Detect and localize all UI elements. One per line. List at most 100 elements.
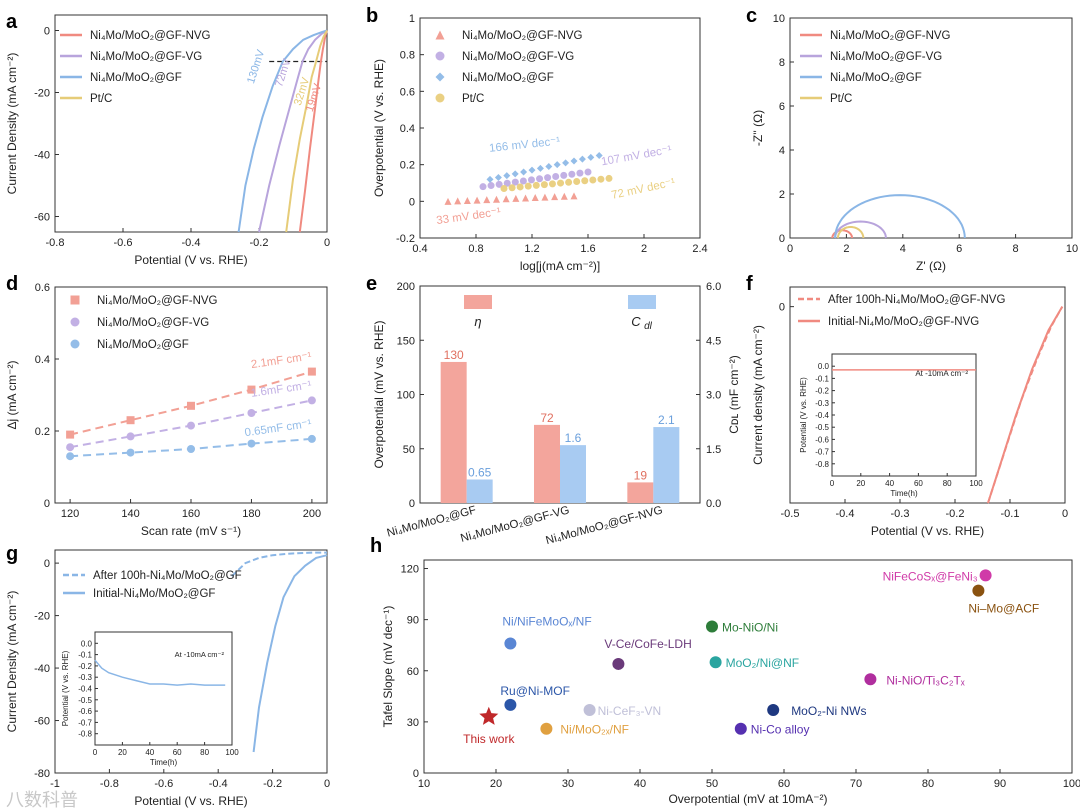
data-point: [581, 177, 589, 185]
data-point: [503, 179, 511, 187]
inset-frame: [831, 353, 977, 477]
x-tick-label: 2: [843, 243, 849, 255]
x-tick-label: 4: [900, 243, 906, 255]
data-point: [540, 722, 553, 735]
data-point: [589, 176, 597, 184]
x-tick-label: -0.2: [263, 778, 282, 790]
point-label: Mo-NiO/Ni: [722, 620, 778, 634]
data-label: 107 mV dec⁻¹: [600, 144, 672, 168]
data-point: [595, 152, 603, 159]
y-tick-label: 150: [397, 335, 415, 347]
data-point: [500, 185, 508, 192]
point-label: V-Ce/CoFe-LDH: [604, 637, 691, 651]
x-tick-label: 50: [706, 778, 718, 790]
inset-annotation: At -10mA cm⁻²: [915, 369, 968, 378]
data-point: [483, 196, 491, 204]
inset-frame: [94, 631, 233, 746]
data-point: [486, 175, 494, 183]
y-tick-label: -0.4: [815, 411, 829, 420]
data-label: 0.65mF cm⁻¹: [244, 418, 313, 439]
data-point: [612, 657, 625, 670]
series-line: [834, 194, 966, 239]
y-tick-label: -20: [34, 611, 50, 623]
y-tick-label: 0: [44, 498, 50, 510]
legend-marker: [435, 93, 445, 103]
x-axis-label: Scan rate (mV s⁻¹): [141, 524, 241, 538]
series-line: [231, 551, 327, 577]
x-tick-label: 80: [943, 479, 952, 488]
y-tick-label: -0.8: [78, 730, 92, 739]
x-tick-label: -0.8: [100, 778, 119, 790]
data-label: 1.6: [565, 431, 582, 445]
panel-letter-h: h: [370, 535, 382, 557]
y-tick-label: -0.7: [815, 448, 829, 457]
data-point: [504, 637, 517, 650]
data-point: [524, 182, 532, 190]
x-tick-label: 180: [242, 508, 260, 520]
y-axis-label: Tafel Slope (mV dec⁻¹): [381, 606, 395, 728]
legend-label: Ni₄Mo/MoO₂@GF: [830, 72, 922, 84]
series-line: [836, 226, 865, 239]
data-point: [706, 620, 718, 633]
point-label: Ni-NiO/Ti₃C₂Tₓ: [886, 673, 964, 687]
legend-marker: [435, 72, 445, 82]
y-axis-label: Current Density (mA cm⁻²): [5, 591, 19, 733]
plot-frame: [789, 17, 1073, 239]
data-point: [548, 180, 556, 188]
x-tick-label: 0: [1062, 508, 1068, 520]
x-tick-label: 80: [200, 748, 209, 757]
x-tick-label: 60: [173, 748, 182, 757]
data-point: [557, 179, 565, 187]
panel-letter-f: f: [746, 273, 753, 295]
y-tick-label: 120: [401, 564, 419, 576]
y-tick-label: -80: [34, 768, 50, 780]
y-tick-label: -0.5: [815, 423, 829, 432]
panel-letter-a: a: [6, 11, 18, 33]
legend-label: Ni₄Mo/MoO₂@GF-VG: [462, 51, 574, 63]
y-tick-label: 0.2: [35, 426, 50, 438]
y-tick-label: -0.2: [396, 233, 415, 245]
y-tick-label: 60: [407, 666, 419, 678]
x-tick-label: 20: [118, 748, 127, 757]
y-tick-label: -0.1: [78, 651, 92, 660]
x-tick-label: 2: [641, 243, 647, 255]
series-line: [252, 554, 328, 753]
point-label: MoO₂-Ni NWs: [791, 704, 866, 718]
data-label: 1.6mF cm⁻¹: [250, 379, 312, 399]
data-point: [187, 401, 195, 410]
data-point: [492, 195, 500, 203]
point-label: NiFeCoSₓ@FeNi₃: [883, 569, 978, 583]
data-point: [734, 722, 747, 735]
y-tick-label: 3.0: [706, 390, 721, 402]
y-tick-label: 0.2: [400, 160, 415, 172]
data-point: [307, 434, 316, 443]
data-point: [544, 174, 552, 182]
x-axis-label: log[j(mA cm⁻²)]: [520, 259, 600, 273]
legend-label: Initial-Ni₄Mo/MoO₂@GF-NVG: [828, 316, 979, 328]
data-point: [568, 170, 576, 178]
data-point: [531, 194, 539, 202]
data-point: [126, 432, 135, 441]
x-tick-label: -0.4: [836, 508, 855, 520]
x-axis-label: Potential (V vs. RHE): [134, 794, 247, 808]
point-label: Ni-Co alloy: [751, 723, 810, 737]
x-tick-label: 40: [145, 748, 154, 757]
y-tick-label: 10: [773, 13, 785, 25]
legend-swatch: [464, 295, 492, 309]
point-label: Ru@Ni-MOF: [500, 684, 570, 698]
x-tick-label: 10: [1066, 243, 1078, 255]
x-tick-label: 8: [1013, 243, 1019, 255]
data-point: [551, 193, 559, 201]
data-point: [587, 153, 595, 161]
y-tick-label: 200: [397, 281, 415, 293]
y-tick-label: -40: [34, 150, 50, 162]
x-tick-label: 60: [914, 479, 923, 488]
legend-label: Ni₄Mo/MoO₂@GF-NVG: [830, 30, 951, 42]
plot-frame: [789, 286, 1066, 504]
y-tick-label: -20: [34, 88, 50, 100]
x-tick-label: -0.6: [114, 237, 133, 249]
x-tick-label: 1.6: [580, 243, 595, 255]
data-point: [545, 163, 553, 170]
panel-letter-d: d: [6, 273, 18, 295]
data-point: [479, 706, 499, 725]
